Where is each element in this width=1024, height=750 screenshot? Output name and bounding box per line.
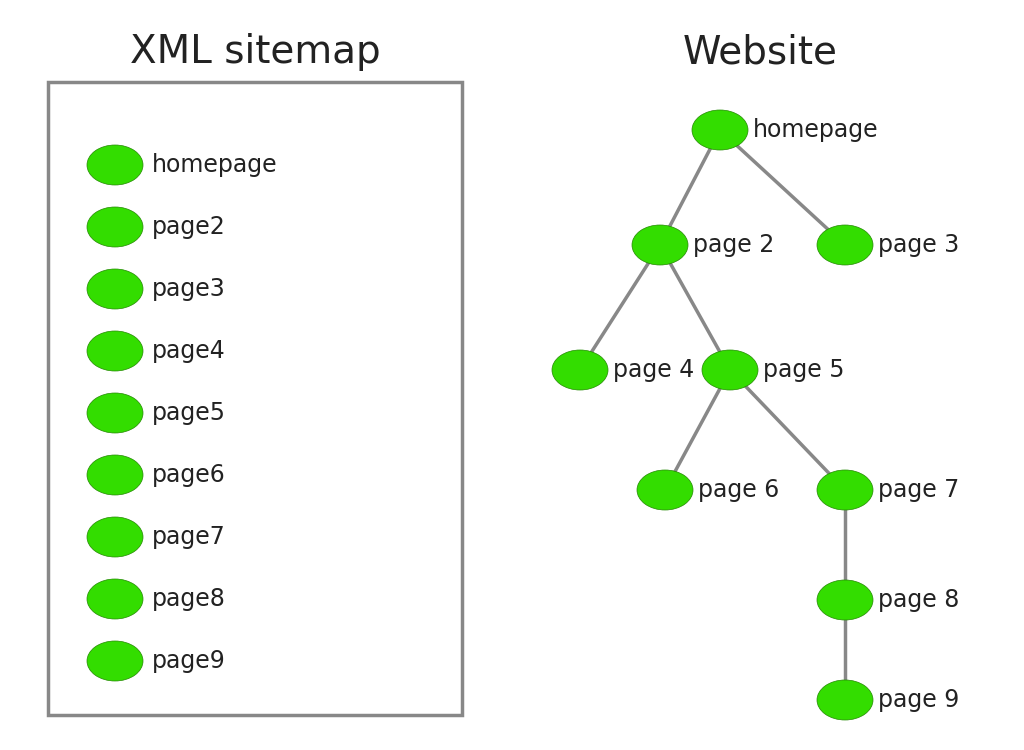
Ellipse shape bbox=[87, 641, 143, 681]
Ellipse shape bbox=[692, 110, 748, 150]
Text: page 5: page 5 bbox=[763, 358, 845, 382]
Ellipse shape bbox=[87, 145, 143, 185]
Text: page6: page6 bbox=[152, 463, 225, 487]
Text: page 7: page 7 bbox=[878, 478, 959, 502]
Text: homepage: homepage bbox=[152, 153, 278, 177]
Text: page2: page2 bbox=[152, 215, 225, 239]
Ellipse shape bbox=[87, 517, 143, 557]
Ellipse shape bbox=[87, 269, 143, 309]
Ellipse shape bbox=[87, 455, 143, 495]
Ellipse shape bbox=[552, 350, 608, 390]
Ellipse shape bbox=[702, 350, 758, 390]
Text: page5: page5 bbox=[152, 401, 226, 425]
Text: Website: Website bbox=[683, 33, 838, 71]
Text: page7: page7 bbox=[152, 525, 225, 549]
Text: page 4: page 4 bbox=[613, 358, 694, 382]
Text: page9: page9 bbox=[152, 649, 225, 673]
Ellipse shape bbox=[817, 470, 873, 510]
Ellipse shape bbox=[87, 331, 143, 371]
Text: XML sitemap: XML sitemap bbox=[130, 33, 380, 71]
Ellipse shape bbox=[817, 225, 873, 265]
Ellipse shape bbox=[87, 393, 143, 433]
Text: page 9: page 9 bbox=[878, 688, 959, 712]
Ellipse shape bbox=[817, 680, 873, 720]
Text: page 8: page 8 bbox=[878, 588, 959, 612]
Ellipse shape bbox=[632, 225, 688, 265]
Ellipse shape bbox=[637, 470, 693, 510]
Ellipse shape bbox=[817, 580, 873, 620]
Text: page3: page3 bbox=[152, 277, 225, 301]
Ellipse shape bbox=[87, 579, 143, 619]
FancyBboxPatch shape bbox=[48, 82, 462, 715]
Text: page8: page8 bbox=[152, 587, 226, 611]
Ellipse shape bbox=[87, 207, 143, 247]
Text: page 3: page 3 bbox=[878, 233, 959, 257]
Text: homepage: homepage bbox=[753, 118, 879, 142]
Text: page 2: page 2 bbox=[693, 233, 774, 257]
Text: page4: page4 bbox=[152, 339, 225, 363]
Text: page 6: page 6 bbox=[698, 478, 779, 502]
